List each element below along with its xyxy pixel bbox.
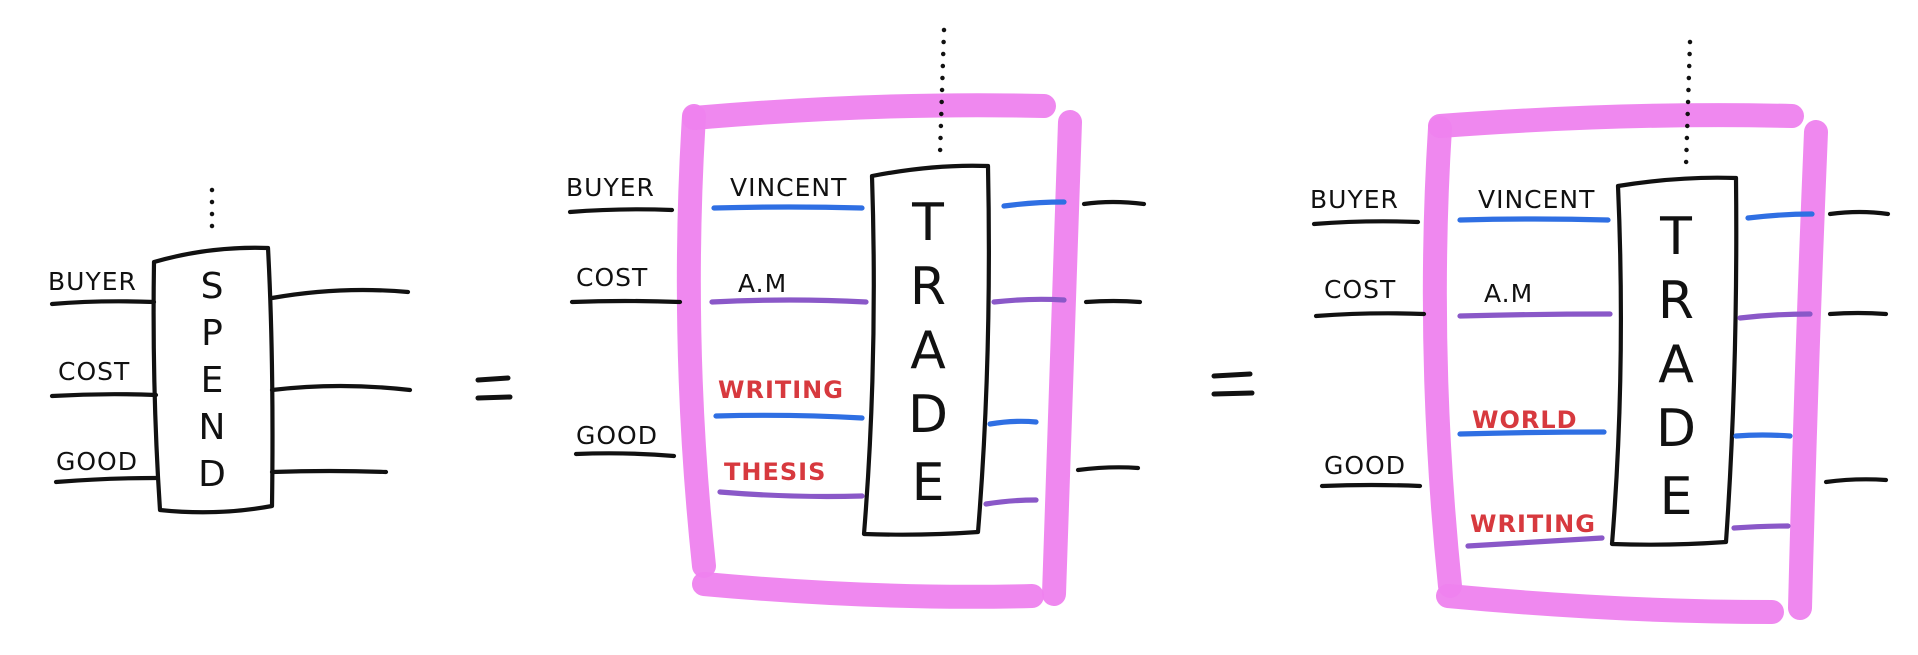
spend-box-letter-2: P (201, 313, 223, 354)
trade-2-wire-label-2: A.M (1484, 279, 1533, 308)
trade-diagram-2: T R A D E BUYER COST GOOD VINCENT A.M WO… (1310, 39, 1891, 624)
trade-1-outer-wire-1 (1081, 199, 1147, 207)
trade-2-inner-wire-4 (1465, 535, 1605, 549)
trade-2-box-letter-5: E (1660, 467, 1693, 527)
trade-2-box-letter-3: A (1658, 335, 1694, 395)
trade-2-inner-wire-2 (1457, 311, 1613, 319)
trade-1-box (861, 163, 991, 537)
trade-1-input-wire-cost (569, 298, 683, 305)
spend-box-letter-5: D (198, 454, 226, 495)
trade-2-box (1609, 175, 1739, 547)
trade-2-wire-label-4: WRITING (1470, 510, 1596, 538)
trade-2-out-wire-4 (1731, 523, 1791, 531)
trade-1-box-letter-2: R (910, 257, 946, 317)
spend-output-wire-3 (269, 468, 389, 475)
equals-sign-1 (475, 375, 513, 401)
trade-1-inner-wire-2 (709, 297, 869, 305)
spend-input-label-good: GOOD (56, 447, 138, 476)
trade-1-frame-top (682, 93, 1056, 130)
trade-2-out-wire-3 (1733, 432, 1793, 439)
trade-1-box-letter-1: T (911, 193, 944, 253)
spend-box-letter-4: N (199, 407, 226, 448)
trade-2-box-letter-4: D (1656, 399, 1696, 459)
trade-1-outer-wire-2 (1083, 298, 1143, 305)
spend-input-label-cost: COST (58, 357, 130, 386)
trade-2-top-dots (1683, 39, 1693, 169)
trade-1-top-dots (937, 27, 947, 157)
trade-1-wire-label-2: A.M (738, 269, 787, 298)
trade-1-frame-bottom (692, 572, 1044, 609)
trade-1-box-letter-5: E (912, 453, 945, 513)
trade-1-out-wire-1 (1001, 199, 1067, 209)
trade-2-input-wire-buyer (1311, 219, 1421, 227)
trade-2-out-wire-1 (1745, 211, 1815, 221)
trade-1-inner-wire-4 (717, 489, 865, 500)
trade-1-inner-wire-1 (711, 204, 865, 211)
spend-output-wire-2 (269, 383, 413, 393)
trade-2-input-label-buyer: BUYER (1310, 185, 1399, 214)
spend-output-wire-1 (269, 287, 411, 301)
trade-2-out-wire-2 (1737, 311, 1813, 321)
spend-box-letter-1: S (201, 266, 224, 307)
spend-input-wire-good (53, 475, 159, 485)
trade-2-frame-top (1428, 103, 1804, 138)
spend-diagram: S P E N D BUYER COST GOOD (48, 187, 413, 515)
spend-input-label-buyer: BUYER (48, 267, 137, 296)
trade-1-inner-wire-3 (713, 412, 865, 421)
trade-2-outer-wire-2 (1827, 310, 1889, 317)
spend-box (151, 245, 275, 515)
trade-1-outer-wire-3 (1075, 465, 1141, 473)
trade-1-input-label-cost: COST (576, 263, 648, 292)
trade-1-frame-right (1042, 110, 1082, 606)
trade-1-input-wire-buyer (567, 207, 675, 215)
trade-2-outer-wire-1 (1827, 209, 1891, 217)
trade-1-wire-label-4: THESIS (724, 458, 826, 486)
trade-2-outer-wire-3 (1823, 477, 1889, 485)
trade-2-frame-right (1788, 120, 1828, 620)
trade-2-inner-wire-3 (1457, 429, 1607, 437)
trade-2-input-wire-cost (1313, 311, 1427, 319)
trade-2-frame-left (1422, 116, 1462, 598)
equals-sign-2 (1211, 371, 1255, 397)
spend-input-wire-cost (49, 392, 159, 399)
trade-2-wire-label-1: VINCENT (1478, 185, 1595, 214)
trade-1-wire-label-3: WRITING (718, 376, 844, 404)
trade-2-input-label-cost: COST (1324, 275, 1396, 304)
spend-box-letter-3: E (201, 360, 224, 401)
trade-1-box-letter-4: D (908, 385, 948, 445)
trade-1-box-letter-3: A (910, 321, 946, 381)
spend-input-wire-buyer (49, 299, 157, 307)
trade-1-wire-label-1: VINCENT (730, 173, 847, 202)
trade-1-input-label-good: GOOD (576, 421, 658, 450)
trade-1-out-wire-2 (991, 296, 1067, 305)
trade-1-out-wire-4 (983, 497, 1039, 507)
trade-2-box-letter-1: T (1659, 207, 1692, 267)
trade-2-input-wire-good (1319, 482, 1423, 489)
trade-diagram-1: T R A D E BUYER COST GOOD VINCENT A.M WR… (566, 27, 1147, 609)
trade-2-input-label-good: GOOD (1324, 451, 1406, 480)
trade-1-input-wire-good (573, 451, 677, 459)
trade-2-wire-label-3: WORLD (1472, 406, 1578, 434)
trade-2-box-letter-2: R (1658, 271, 1694, 331)
trade-2-inner-wire-1 (1457, 216, 1611, 223)
trade-1-input-label-buyer: BUYER (566, 173, 655, 202)
trade-2-frame-bottom (1436, 584, 1784, 624)
trade-1-out-wire-3 (987, 418, 1039, 427)
trade-1-frame-left (676, 104, 716, 578)
